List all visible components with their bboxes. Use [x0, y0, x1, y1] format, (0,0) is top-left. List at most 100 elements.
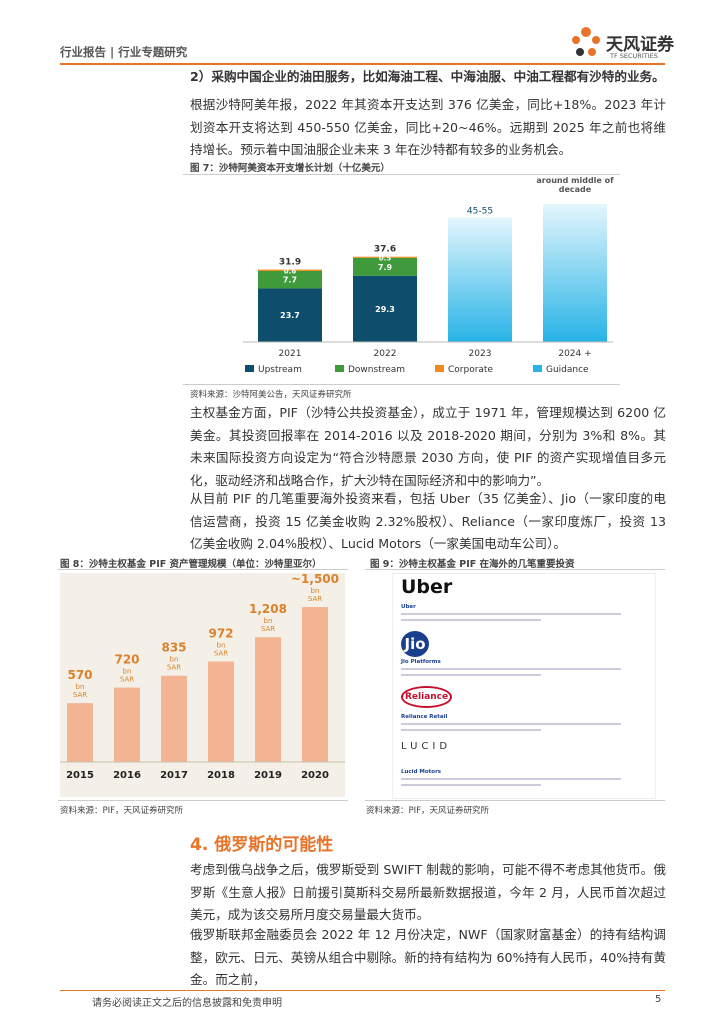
- legend-swatch: [533, 365, 542, 372]
- logo: LUCID: [401, 741, 452, 752]
- unit-label: SAR: [120, 676, 134, 684]
- legend-label: Upstream: [258, 365, 302, 375]
- paragraph: 俄罗斯联邦金融委员会 2022 年 12 月份决定，NWF（国家财富基金）的持有…: [190, 927, 666, 987]
- bar: [255, 637, 281, 762]
- chart-fig7: 2021 23.7 7.70.631.9 2022 29.3 7.90.537.6 2023…: [243, 176, 614, 375]
- legend-label: Guidance: [546, 365, 589, 375]
- rule: [365, 569, 665, 570]
- value-label: 720: [114, 653, 139, 667]
- text-line: [401, 784, 541, 786]
- header-left: 行业报告 | 行业专题研究: [60, 45, 188, 59]
- paragraph: 主权基金方面，PIF（沙特公共投资基金），成立于 1971 年，管理规模达到 6…: [190, 405, 666, 488]
- value-label: 0.6: [284, 267, 297, 275]
- x-tick-label: 2017: [160, 770, 188, 781]
- text-line: [401, 619, 541, 621]
- unit-label: bn: [76, 683, 85, 691]
- text-line: [401, 674, 541, 676]
- source: 资料来源：PIF，天风证券研究所: [60, 806, 184, 816]
- x-tick-label: 2019: [254, 770, 282, 781]
- bar-segment: [353, 275, 417, 342]
- value-label: 23.7: [280, 311, 300, 320]
- logo-en: TF SECURITIES: [610, 52, 658, 60]
- logo-icon: [572, 27, 600, 56]
- item-name: Reliance Retail: [401, 714, 448, 720]
- section-heading: 4. 俄罗斯的可能性: [190, 835, 334, 855]
- paragraph: 从目前 PIF 的几笔重要海外投资来看，包括 Uber（35 亿美金）、Jio（…: [190, 491, 666, 551]
- text-line: [401, 778, 621, 780]
- x-tick-label: 2015: [66, 770, 94, 781]
- unit-label: SAR: [73, 691, 87, 699]
- unit-label: bn: [311, 587, 320, 595]
- rule: [58, 800, 348, 801]
- header-rule: [60, 63, 665, 65]
- x-tick-label: 2016: [113, 770, 141, 781]
- caption: 图 7：沙特阿美资本开支增长计划（十亿美元）: [190, 163, 390, 174]
- bar-segment: [258, 269, 322, 271]
- rule: [183, 174, 620, 175]
- text-line: [401, 723, 621, 725]
- unit-label: SAR: [308, 595, 322, 603]
- paragraph: 考虑到俄乌战争之后，俄罗斯受到 SWIFT 制裁的影响，可能不得不考虑其他货币。…: [190, 862, 666, 922]
- bar-segment: [448, 217, 512, 342]
- legend-swatch: [435, 365, 444, 372]
- item-name: Jio Platforms: [401, 659, 441, 665]
- x-tick-label: 2020: [301, 770, 329, 781]
- paragraph: 2）采购中国企业的油田服务，比如海油工程、中海油服、中油工程都有沙特的业务。: [190, 69, 665, 84]
- chart-fig8: 2015570bnSAR2016720bnSAR2017835bnSAR2018…: [60, 573, 345, 797]
- footer-text: 请务必阅读正文之后的信息披露和免责申明: [92, 998, 282, 1009]
- text-line: [401, 729, 541, 731]
- unit-label: bn: [170, 656, 179, 664]
- logo: Reliance: [401, 686, 453, 708]
- source: 资料来源：PIF，天风证券研究所: [366, 806, 490, 816]
- legend-swatch: [335, 365, 344, 372]
- x-tick-label: 2021: [279, 349, 302, 359]
- item-name: Uber: [401, 604, 416, 610]
- unit-label: bn: [123, 668, 132, 676]
- value-label: 7.9: [378, 263, 393, 272]
- bar-segment: [258, 270, 322, 289]
- bar: [208, 661, 234, 762]
- caption: 图 9：沙特主权基金 PIF 在海外的几笔重要投资: [370, 559, 575, 570]
- bar-segment: [353, 256, 417, 258]
- legend-label: Downstream: [348, 365, 405, 375]
- x-tick-label: 2022: [374, 349, 397, 359]
- footer-rule: [60, 990, 665, 991]
- paragraph: 根据沙特阿美年报，2022 年其资本开支达到 376 亿美金，同比+18%。20…: [190, 97, 666, 157]
- x-tick-label: 2023: [469, 349, 492, 359]
- annotation: decade: [559, 185, 592, 194]
- range-label: 45-55: [467, 207, 493, 217]
- x-tick-label: 2024 +: [558, 349, 591, 359]
- bar-segment: [543, 204, 607, 342]
- logo: Uber: [401, 576, 453, 598]
- caption: 图 8：沙特主权基金 PIF 资产管理规模（单位：沙特里亚尔）: [60, 559, 322, 570]
- bar: [67, 703, 93, 762]
- annotation: around middle of: [536, 176, 614, 185]
- bar: [114, 687, 140, 762]
- total-label: 31.9: [279, 258, 301, 268]
- x-tick-label: 2018: [207, 770, 235, 781]
- rule: [58, 569, 348, 570]
- unit-label: SAR: [167, 664, 181, 672]
- value-label: 570: [67, 668, 92, 682]
- value-label: 835: [161, 641, 186, 655]
- legend-swatch: [245, 365, 254, 372]
- unit-label: SAR: [261, 625, 275, 633]
- investment-panel: Uber Uber Jio Jio Platforms Reliance Reliance…: [392, 573, 656, 799]
- value-label: ~1,500: [291, 573, 339, 586]
- legend-label: Corporate: [448, 365, 493, 375]
- logo: Jio: [401, 631, 429, 657]
- rule: [365, 800, 665, 801]
- item-name: Lucid Motors: [401, 769, 442, 775]
- unit-label: bn: [217, 642, 226, 650]
- value-label: 1,208: [249, 602, 287, 616]
- unit-label: bn: [264, 617, 273, 625]
- unit-label: SAR: [214, 650, 228, 658]
- bar: [302, 607, 328, 762]
- value-label: 7.7: [283, 276, 297, 285]
- bar-segment: [353, 257, 417, 276]
- bar-segment: [258, 288, 322, 342]
- rule: [183, 384, 620, 385]
- total-label: 37.6: [374, 245, 396, 255]
- value-label: 972: [208, 627, 233, 641]
